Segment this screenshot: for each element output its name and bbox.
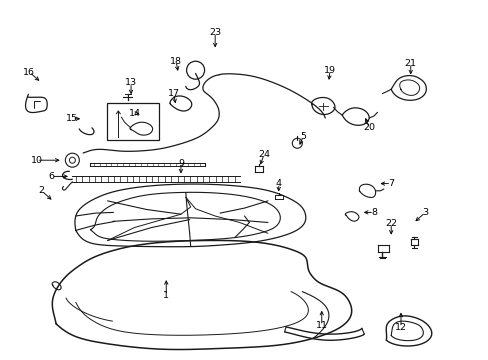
Text: 15: 15 bbox=[66, 114, 78, 123]
Text: 16: 16 bbox=[23, 68, 35, 77]
Text: 13: 13 bbox=[125, 78, 137, 87]
Text: 5: 5 bbox=[300, 132, 305, 141]
Text: 3: 3 bbox=[422, 208, 427, 217]
Text: 7: 7 bbox=[387, 179, 393, 188]
Text: 24: 24 bbox=[258, 150, 269, 159]
Text: 1: 1 bbox=[163, 291, 169, 300]
Text: 20: 20 bbox=[363, 123, 374, 132]
Text: 12: 12 bbox=[394, 323, 406, 332]
Text: 2: 2 bbox=[39, 186, 44, 195]
Text: 23: 23 bbox=[209, 28, 221, 37]
Text: 6: 6 bbox=[48, 172, 54, 181]
Text: 8: 8 bbox=[370, 208, 376, 217]
Text: 4: 4 bbox=[275, 179, 281, 188]
Text: 19: 19 bbox=[324, 66, 335, 75]
Text: 18: 18 bbox=[170, 57, 182, 66]
Text: 9: 9 bbox=[178, 159, 183, 168]
Text: 11: 11 bbox=[315, 321, 327, 330]
Text: 22: 22 bbox=[385, 219, 396, 228]
Text: 10: 10 bbox=[31, 156, 42, 165]
Text: 21: 21 bbox=[404, 59, 416, 68]
Text: 17: 17 bbox=[167, 89, 179, 98]
Text: 14: 14 bbox=[128, 109, 140, 118]
